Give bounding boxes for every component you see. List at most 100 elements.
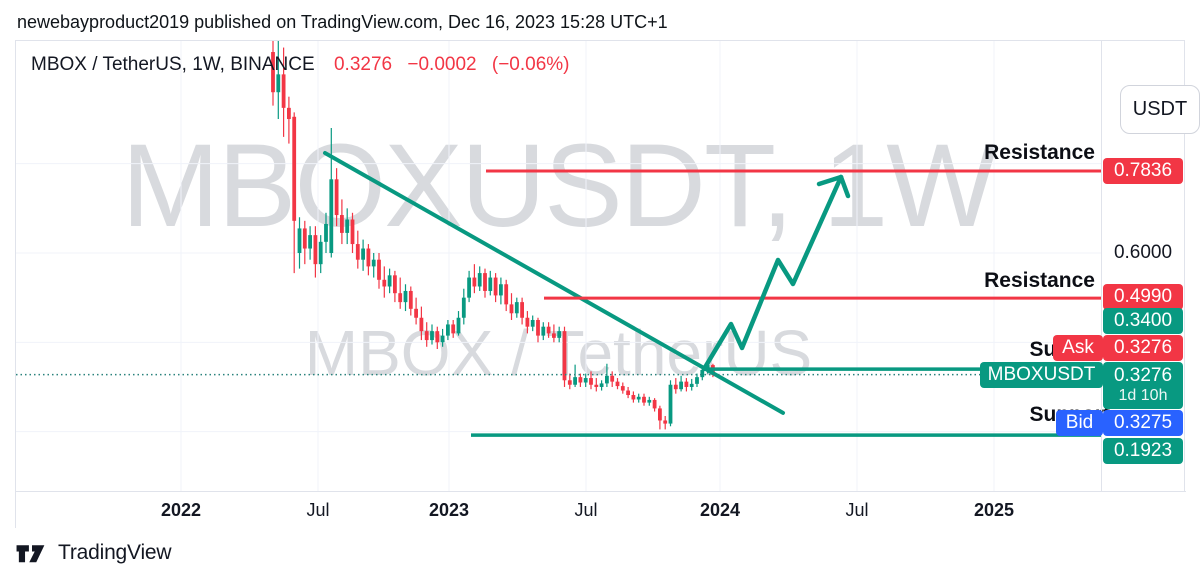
candle-body [605, 375, 609, 384]
candle-body [371, 259, 376, 267]
candle-body [297, 228, 302, 253]
candle-body [488, 277, 493, 291]
candle-body [451, 324, 456, 334]
time-axis[interactable]: 2022 Jul 2023 Jul 2024 Jul 2025 [16, 491, 1186, 529]
candle-body [525, 317, 530, 327]
candle-body [435, 331, 440, 343]
candle-body [419, 317, 424, 332]
candle-body [366, 248, 371, 267]
time-tick-jul: Jul [845, 500, 869, 520]
candle-body [668, 384, 673, 424]
candle-body [546, 326, 551, 334]
symbol-tag: MBOXUSDT [980, 362, 1103, 388]
time-tick-2024: 2024 [699, 500, 741, 520]
currency-toggle-button[interactable]: USDT [1120, 85, 1200, 134]
candle-body [493, 277, 498, 296]
candle-body [663, 420, 668, 424]
candle-body [626, 390, 630, 396]
candle-body [461, 297, 466, 318]
candle-body [271, 52, 275, 93]
candle-body [594, 384, 599, 387]
candle-body [541, 326, 546, 336]
candle-body [636, 396, 641, 400]
ask-price-label: 0.3276 [1103, 335, 1183, 361]
candle-body [578, 377, 583, 383]
candle-body [689, 383, 694, 387]
price-axis-separator[interactable] [1101, 41, 1102, 491]
candle-body [446, 324, 450, 336]
candle-body [483, 273, 487, 291]
attribution-text: newebayproduct2019 published on TradingV… [17, 12, 668, 32]
candle-body [393, 275, 397, 294]
resistance-label-text: Resistance [984, 269, 1095, 292]
candle-body [398, 293, 403, 303]
candle-body [647, 399, 652, 403]
candle-body [530, 319, 535, 327]
candle-body [684, 381, 689, 387]
trendline [323, 150, 785, 415]
candle-body [430, 331, 434, 341]
candle-body [573, 377, 577, 385]
price-label-0.1923: 0.1923 [1103, 438, 1183, 464]
chart-legend[interactable]: MBOX / TetherUS, 1W, BINANCE 0.3276 −0.0… [31, 54, 570, 76]
candle-body [350, 219, 355, 245]
tradingview-icon [16, 545, 45, 563]
candle-body [414, 308, 418, 318]
candle-body [313, 235, 318, 265]
candle-body [345, 219, 350, 233]
candle-body [456, 317, 461, 334]
candle-body [281, 74, 286, 108]
candle-body [382, 279, 387, 287]
candle-body [705, 365, 710, 371]
bid-price-label: 0.3275 [1103, 410, 1183, 436]
price-chart[interactable] [16, 41, 1186, 491]
countdown-timer: 1d 10h [1118, 387, 1168, 405]
candle-body [615, 381, 620, 387]
candle-body [467, 277, 471, 298]
projection-arrow [701, 174, 844, 372]
candle-body [589, 378, 593, 385]
candle-body [599, 383, 604, 387]
candle-body [557, 331, 562, 338]
candle-body [318, 241, 323, 265]
candle-body [340, 215, 344, 233]
candle-body [308, 235, 312, 249]
candle-body [424, 331, 429, 341]
time-tick-jul: Jul [574, 500, 598, 520]
chart-container: MBOXUSDT, 1W MBOX / TetherUS MBOX / Teth… [15, 40, 1200, 529]
tradingview-logo-link[interactable]: TradingView [15, 541, 172, 565]
candle-body [700, 370, 705, 378]
candle-body [472, 277, 477, 287]
last-price-label: 0.3276 1d 10h [1103, 362, 1183, 409]
candle-body [567, 380, 572, 385]
candle-body [499, 284, 503, 296]
last-price: 0.3276 [333, 54, 393, 75]
candle-body [287, 107, 291, 120]
projection-arrow-head [838, 174, 851, 199]
candle-body [324, 223, 328, 242]
candle-body [679, 381, 683, 390]
bid-tag: Bid [1056, 410, 1103, 436]
candle-body [276, 74, 281, 93]
candle-body [509, 304, 514, 314]
price-change: −0.0002 [407, 54, 477, 75]
time-tick-jul: Jul [306, 500, 330, 520]
candle-body [477, 273, 482, 287]
symbol-title: MBOX / TetherUS, 1W, BINANCE [31, 54, 315, 75]
candle-body [361, 248, 365, 260]
candle-body [355, 244, 360, 260]
price-label-0.4990: 0.4990 [1103, 284, 1183, 310]
candle-body [620, 386, 625, 391]
candle-body [408, 290, 413, 309]
candle-body [583, 378, 588, 383]
tradingview-logo-text: TradingView [58, 541, 172, 564]
candle-body [403, 290, 408, 303]
candle-body [377, 259, 381, 280]
time-tick-2025: 2025 [973, 500, 1015, 520]
candle-body [536, 319, 540, 336]
time-tick-2023: 2023 [428, 500, 470, 520]
candle-body [302, 228, 307, 249]
time-tick-2022: 2022 [160, 500, 202, 520]
candle-body [652, 399, 657, 409]
resistance-label-text: Resistance [984, 141, 1095, 164]
